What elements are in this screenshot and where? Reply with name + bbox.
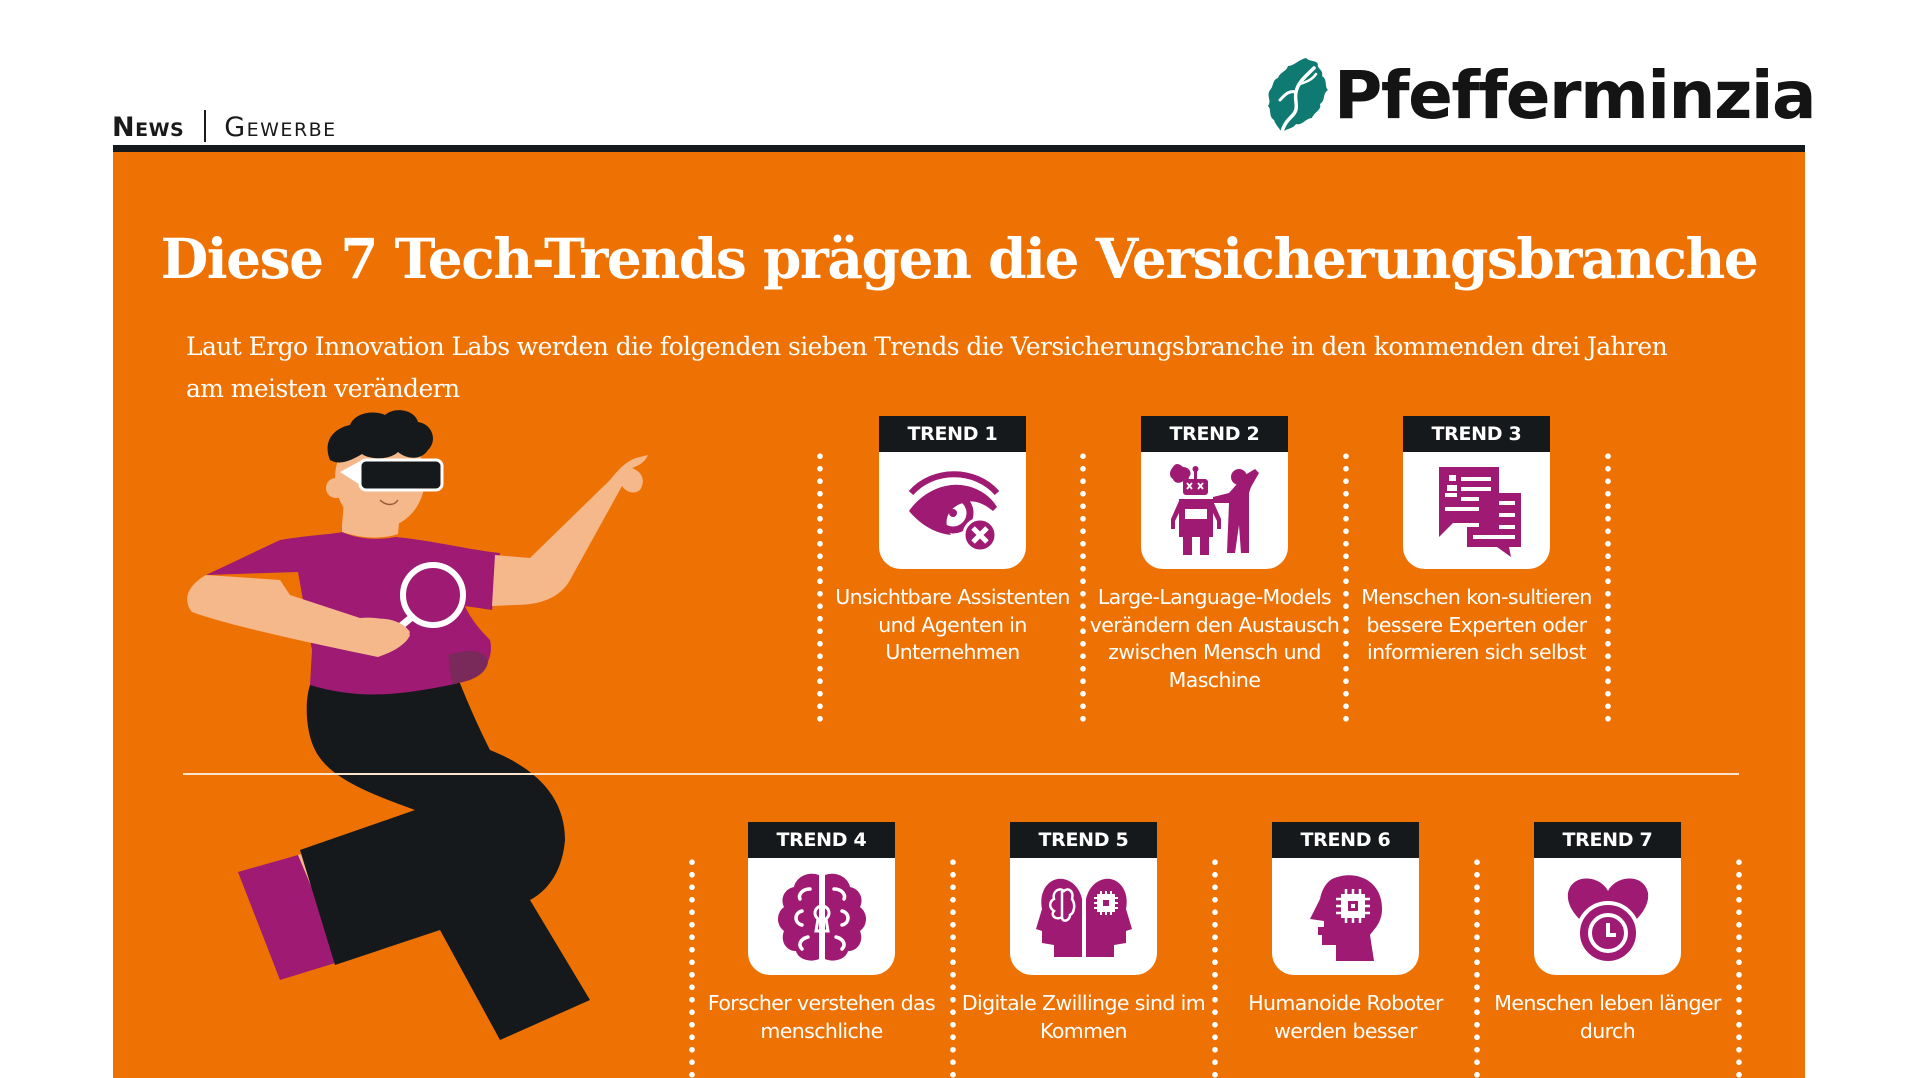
infographic-intro: Laut Ergo Innovation Labs werden die fol…: [186, 332, 1668, 403]
trend-icon-card: [1141, 452, 1288, 569]
trend-description: Digitale Zwillinge sind im Kommen: [961, 991, 1206, 1043]
trend-label: TREND 1: [879, 416, 1026, 452]
trend-icon-card: [1010, 858, 1157, 975]
header-rule: [113, 145, 1805, 152]
trend-label: TREND 4: [748, 822, 895, 858]
person-vr-illustration: [187, 410, 648, 1040]
trend-card-5: TREND 5 Digitale Zwillinge sind im Komme…: [962, 822, 1206, 1043]
dotted-separator: [817, 450, 823, 727]
trend-icon-card: [1403, 452, 1550, 569]
trend-icon-card: [879, 452, 1026, 569]
brand-logo[interactable]: Pfefferminzia: [1266, 56, 1817, 136]
dotted-separator: [1605, 450, 1611, 727]
trend-label: TREND 6: [1272, 822, 1419, 858]
dotted-separator: [1474, 856, 1480, 1078]
trend-label: TREND 3: [1403, 416, 1550, 452]
trend-description: Menschen leben länger durch: [1494, 991, 1721, 1043]
section-breadcrumb: News Gewerbe: [112, 104, 337, 143]
trend-label: TREND 2: [1141, 416, 1288, 452]
row-divider: [183, 773, 1739, 775]
leaf-icon: [1268, 58, 1328, 134]
dotted-separator: [1080, 450, 1086, 727]
heart-clock-icon: [1567, 878, 1648, 965]
trend-icon-card: [1272, 858, 1419, 975]
dotted-separator: [950, 856, 956, 1078]
trend-label: TREND 5: [1010, 822, 1157, 858]
trend-description: Menschen kon-sultieren bessere Experten …: [1361, 585, 1592, 664]
category-label[interactable]: Gewerbe: [224, 112, 337, 143]
trend-card-7: TREND 7 Menschen leben länger durch: [1494, 822, 1721, 1043]
dotted-separator: [1343, 450, 1349, 727]
trend-card-4: TREND 4 Forscher verstehen das menschlic…: [708, 822, 936, 1043]
trend-icon-card: [1534, 858, 1681, 975]
trend-card-3: TREND 3 Menschen kon-sultieren bessere E…: [1361, 416, 1592, 664]
chat-bubbles-icon: [1438, 466, 1521, 557]
trend-label: TREND 7: [1534, 822, 1681, 858]
infographic-panel: Diese 7 Tech-Trends prägen die Versicher…: [113, 152, 1805, 1078]
trend-icon-card: [748, 858, 895, 975]
twin-heads-icon: [1035, 878, 1132, 957]
section-label[interactable]: News: [112, 112, 185, 143]
trend-description: Large-Language-Models verändern den Aust…: [1089, 585, 1340, 692]
head-chip-icon: [1309, 874, 1382, 961]
robot-and-human-icon: [1169, 463, 1259, 555]
trend-card-6: TREND 6 Humanoide Roboter werden besser: [1248, 822, 1443, 1043]
dotted-separator: [689, 856, 695, 1078]
infographic-title: Diese 7 Tech-Trends prägen die Versicher…: [160, 226, 1759, 291]
invisible-eye-icon: [908, 470, 999, 552]
trend-description: Unsichtbare Assistenten und Agenten in U…: [835, 585, 1070, 664]
trend-card-2: TREND 2 Large-Language-Models verändern …: [1090, 416, 1340, 692]
breadcrumb-separator: [204, 110, 207, 142]
brain-keyhole-icon: [777, 873, 866, 961]
dotted-separator: [1736, 856, 1742, 1078]
dotted-separator: [1212, 856, 1218, 1078]
trend-description: Forscher verstehen das menschliche: [707, 991, 936, 1043]
trend-card-1: TREND 1 Unsichtbare Assistenten und Agen…: [835, 416, 1070, 664]
trend-description: Humanoide Roboter werden besser: [1248, 991, 1443, 1043]
brand-wordmark: Pfefferminzia: [1334, 57, 1817, 134]
